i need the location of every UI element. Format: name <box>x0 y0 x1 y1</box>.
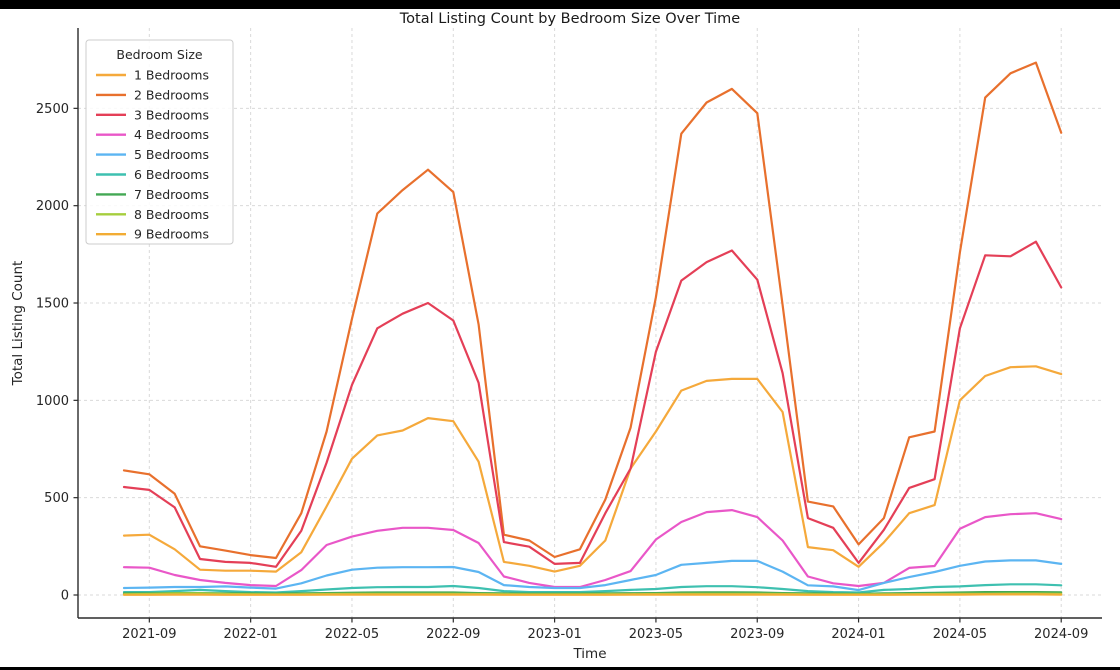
legend-title: Bedroom Size <box>116 47 202 62</box>
legend-item: 7 Bedrooms <box>96 187 209 202</box>
legend-label: 2 Bedrooms <box>134 87 209 102</box>
y-tick-label: 500 <box>44 491 69 506</box>
series-line-3-bedrooms <box>122 240 1063 568</box>
x-tick-label: 2021-09 <box>122 627 176 642</box>
y-tick-label: 0 <box>61 589 69 604</box>
x-tick-label: 2023-05 <box>629 627 683 642</box>
axes-layer <box>73 28 1102 623</box>
legend-label: 7 Bedrooms <box>134 187 209 202</box>
x-tick-label: 2024-05 <box>933 627 987 642</box>
legend-label: 5 Bedrooms <box>134 147 209 162</box>
legend-item: 6 Bedrooms <box>96 167 209 182</box>
series-line-4-bedrooms <box>122 509 1063 589</box>
top-letterbox-bar <box>0 0 1120 9</box>
legend-item: 1 Bedrooms <box>96 68 209 83</box>
x-tick-label: 2022-01 <box>223 627 277 642</box>
y-tick-label: 2500 <box>36 102 69 117</box>
series-line-1-bedrooms <box>122 365 1063 573</box>
x-tick-label: 2022-05 <box>325 627 379 642</box>
y-axis-label: Total Listing Count <box>10 261 26 387</box>
legend-label: 3 Bedrooms <box>134 107 209 122</box>
legend-box <box>85 39 234 245</box>
series-line-5-bedrooms <box>122 559 1063 592</box>
legend-item: 3 Bedrooms <box>96 107 209 122</box>
legend-label: 4 Bedrooms <box>134 127 209 142</box>
legend-item: 9 Bedrooms <box>96 227 209 242</box>
x-axis-label: Time <box>572 646 606 662</box>
legend-item: 8 Bedrooms <box>96 207 209 222</box>
y-tick-label: 2000 <box>36 199 69 214</box>
x-tick-label: 2022-09 <box>426 627 480 642</box>
legend-item: 4 Bedrooms <box>96 127 209 142</box>
legend-layer: Bedroom Size 1 Bedrooms 2 Bedrooms 3 Bedroo… <box>85 39 234 245</box>
chart-title: Total Listing Count by Bedroom Size Over… <box>399 11 741 27</box>
x-tick-label: 2023-09 <box>730 627 784 642</box>
y-tick-label: 1500 <box>36 297 69 312</box>
tick-label-layer: 2021-09 2022-01 2022-05 2022-09 2023-01 2023-… <box>36 102 1088 642</box>
legend-label: 1 Bedrooms <box>134 68 209 83</box>
y-tick-label: 1000 <box>36 394 69 409</box>
bottom-letterbox-bar <box>0 667 1120 670</box>
legend-label: 9 Bedrooms <box>134 227 209 242</box>
series-layer <box>122 61 1063 596</box>
legend-item: 5 Bedrooms <box>96 147 209 162</box>
x-tick-label: 2024-09 <box>1034 627 1088 642</box>
series-line-6-bedrooms <box>122 583 1063 594</box>
legend-label: 6 Bedrooms <box>134 167 209 182</box>
series-line-2-bedrooms <box>122 61 1063 560</box>
x-tick-label: 2023-01 <box>527 627 581 642</box>
legend-label: 8 Bedrooms <box>134 207 209 222</box>
x-tick-label: 2024-01 <box>831 627 885 642</box>
legend-item: 2 Bedrooms <box>96 87 209 102</box>
